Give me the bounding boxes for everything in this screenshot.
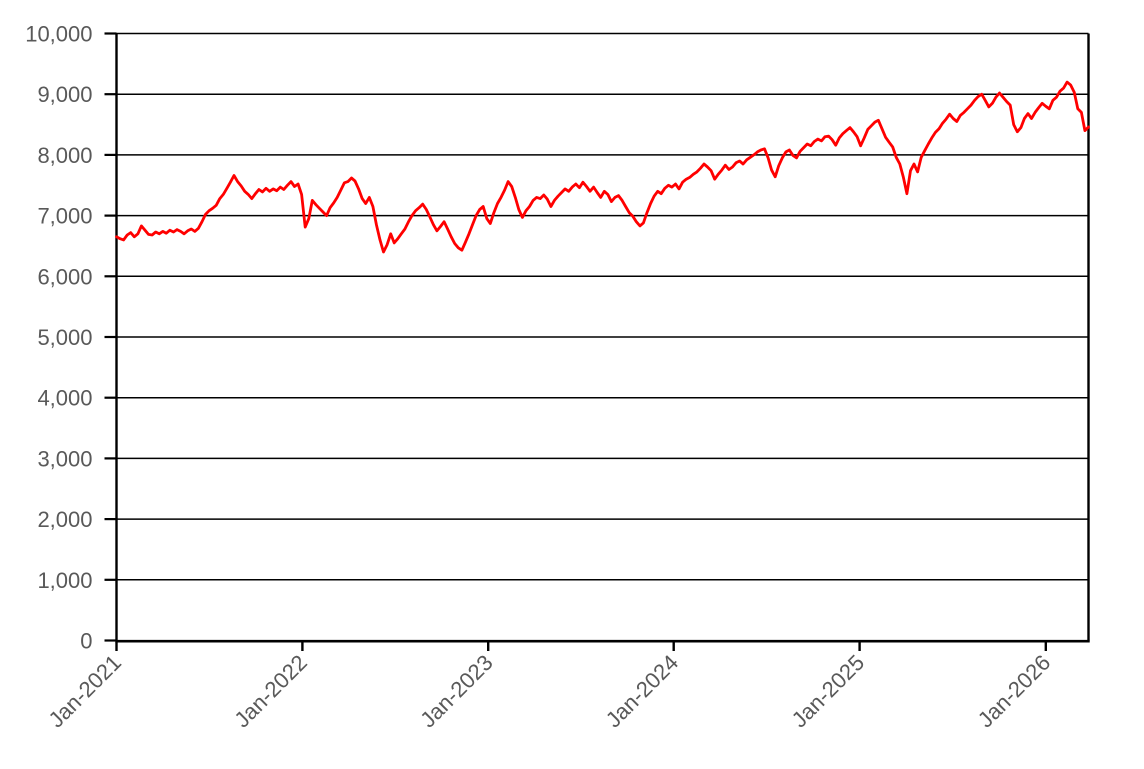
y-tick-label: 1,000 (37, 568, 92, 593)
x-labels-group: Jan-2021 Jan-2022 Jan-2023 Jan-2024 Jan-2025… (43, 650, 1055, 733)
x-tick-label: Jan-2021 (43, 650, 126, 733)
y-tick-label: 3,000 (37, 446, 92, 471)
y-tick-label: 7,000 (37, 204, 92, 229)
series-group (115, 80, 1090, 254)
y-tick-label: 6,000 (37, 264, 92, 289)
y-tick-label: 4,000 (37, 386, 92, 411)
y-tick-label: 0 (80, 629, 92, 654)
axes-group (104, 32, 1090, 651)
y-tick-label: 10,000 (25, 22, 92, 47)
y-tick-label: 9,000 (37, 82, 92, 107)
gridlines-group (116, 32, 1089, 581)
x-tick-label: Jan-2022 (229, 650, 312, 733)
series-line (115, 80, 1090, 254)
y-tick-label: 8,000 (37, 143, 92, 168)
y-labels-group: 0 1,000 2,000 3,000 4,000 5,000 6,000 7,000 8,00… (25, 22, 92, 654)
x-tick-label: Jan-2024 (601, 650, 684, 733)
x-tick-label: Jan-2023 (415, 650, 498, 733)
x-tick-label: Jan-2026 (973, 650, 1056, 733)
y-tick-label: 5,000 (37, 325, 92, 350)
x-tick-label: Jan-2025 (787, 650, 870, 733)
y-tick-label: 2,000 (37, 507, 92, 532)
